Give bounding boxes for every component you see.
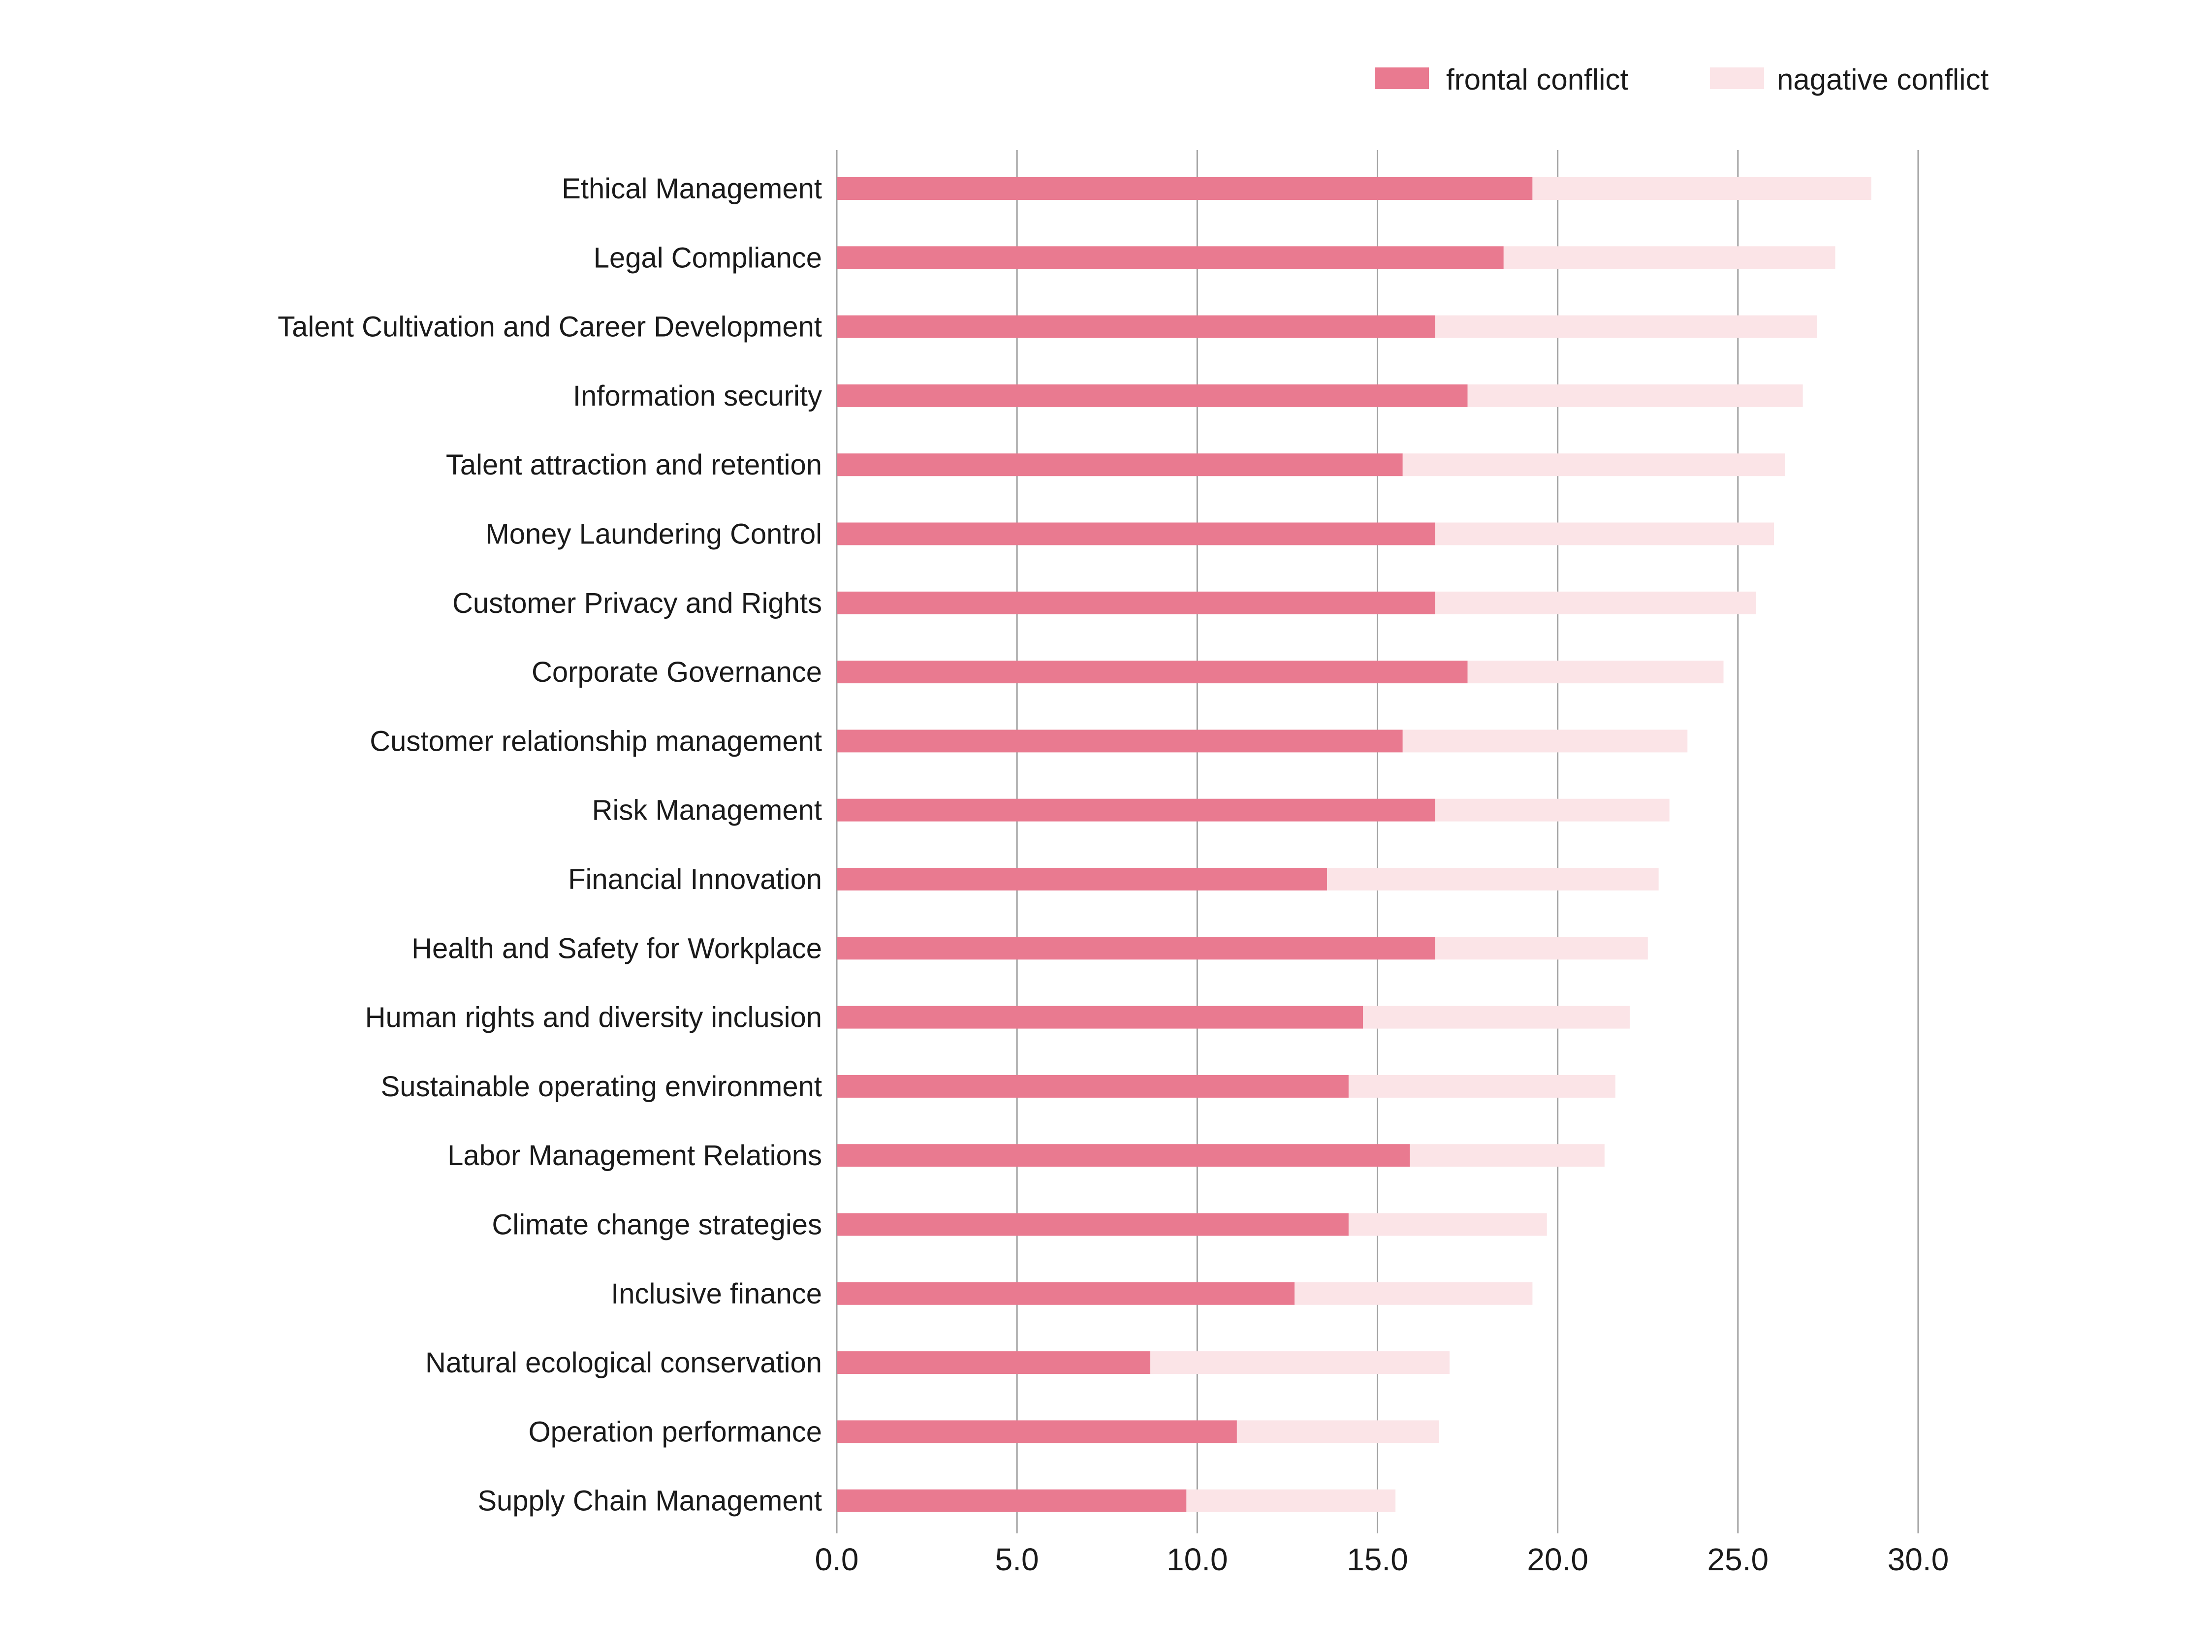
category-label: Climate change strategies	[492, 1209, 822, 1241]
bar-frontal-conflict	[837, 1282, 1295, 1305]
bar-frontal-conflict	[837, 798, 1435, 822]
legend-swatch-nagative-conflict	[1710, 67, 1764, 89]
bar-nagative-conflict	[1410, 1144, 1605, 1167]
bar-nagative-conflict	[1467, 661, 1724, 684]
x-tick-label: 10.0	[1167, 1542, 1228, 1577]
bar-nagative-conflict	[1236, 1420, 1439, 1443]
bar-frontal-conflict	[837, 1351, 1151, 1374]
bar-nagative-conflict	[1467, 384, 1803, 407]
bar-nagative-conflict	[1435, 798, 1670, 822]
bar-frontal-conflict	[837, 937, 1435, 960]
bar-nagative-conflict	[1186, 1489, 1396, 1512]
category-label: Talent attraction and retention	[446, 449, 822, 481]
x-tick-label: 0.0	[815, 1542, 859, 1577]
category-label: Risk Management	[592, 794, 822, 826]
bar-nagative-conflict	[1435, 315, 1817, 338]
bar-frontal-conflict	[837, 868, 1327, 890]
category-label: Corporate Governance	[532, 656, 822, 688]
bar-frontal-conflict	[837, 177, 1533, 200]
bar-nagative-conflict	[1532, 177, 1871, 200]
bar-frontal-conflict	[837, 1006, 1363, 1029]
legend-label-nagative-conflict: nagative conflict	[1777, 63, 1989, 96]
bar-frontal-conflict	[837, 453, 1403, 477]
category-label: Health and Safety for Workplace	[411, 932, 822, 964]
category-label: Financial Innovation	[568, 863, 822, 895]
bar-frontal-conflict	[837, 1075, 1349, 1098]
bar-frontal-conflict	[837, 661, 1468, 684]
bar-frontal-conflict	[837, 1420, 1237, 1443]
bar-nagative-conflict	[1435, 591, 1756, 614]
legend-swatch-frontal-conflict	[1375, 67, 1429, 89]
category-label: Money Laundering Control	[485, 518, 822, 550]
bar-nagative-conflict	[1295, 1282, 1533, 1305]
category-label: Operation performance	[529, 1416, 822, 1448]
bar-nagative-conflict	[1402, 730, 1688, 753]
bar-nagative-conflict	[1402, 453, 1785, 477]
bars	[837, 177, 1871, 1512]
bar-nagative-conflict	[1327, 868, 1659, 890]
category-label: Sustainable operating environment	[381, 1071, 822, 1103]
bar-nagative-conflict	[1435, 937, 1648, 960]
bar-frontal-conflict	[837, 522, 1435, 545]
bar-nagative-conflict	[1503, 246, 1835, 269]
category-labels: Ethical Management Legal Compliance Talent…	[278, 173, 822, 1517]
x-tick-label: 25.0	[1707, 1542, 1769, 1577]
x-tick-label: 15.0	[1347, 1542, 1408, 1577]
legend-label-frontal-conflict: frontal conflict	[1446, 63, 1628, 96]
bar-nagative-conflict	[1348, 1075, 1615, 1098]
bar-frontal-conflict	[837, 315, 1435, 338]
category-label: Information security	[573, 380, 822, 412]
legend: frontal conflict nagative conflict	[1375, 63, 1989, 96]
category-label: Customer Privacy and Rights	[452, 587, 822, 619]
category-label: Supply Chain Management	[477, 1485, 822, 1517]
x-tick-label: 20.0	[1527, 1542, 1588, 1577]
category-label: Labor Management Relations	[447, 1140, 822, 1172]
bar-frontal-conflict	[837, 246, 1504, 269]
bar-frontal-conflict	[837, 1489, 1187, 1512]
bar-nagative-conflict	[1435, 522, 1774, 545]
bar-frontal-conflict	[837, 730, 1403, 753]
bar-nagative-conflict	[1363, 1006, 1630, 1029]
category-label: Legal Compliance	[594, 242, 822, 274]
category-label: Ethical Management	[562, 173, 822, 205]
category-label: Customer relationship management	[370, 725, 822, 757]
x-axis-ticks: 0.0 5.0 10.0 15.0 20.0 25.0 30.0	[815, 1542, 1949, 1577]
category-label: Natural ecological conservation	[425, 1347, 822, 1379]
category-label: Inclusive finance	[611, 1278, 822, 1310]
category-label: Human rights and diversity inclusion	[365, 1002, 822, 1034]
gridlines	[836, 150, 1919, 1533]
x-tick-label: 5.0	[995, 1542, 1039, 1577]
x-tick-label: 30.0	[1888, 1542, 1949, 1577]
bar-nagative-conflict	[1348, 1213, 1547, 1236]
bar-frontal-conflict	[837, 591, 1435, 614]
category-label: Talent Cultivation and Career Developmen…	[278, 311, 822, 343]
bar-frontal-conflict	[837, 1213, 1349, 1236]
bar-nagative-conflict	[1150, 1351, 1450, 1374]
bar-frontal-conflict	[837, 384, 1468, 407]
bar-frontal-conflict	[837, 1144, 1410, 1167]
